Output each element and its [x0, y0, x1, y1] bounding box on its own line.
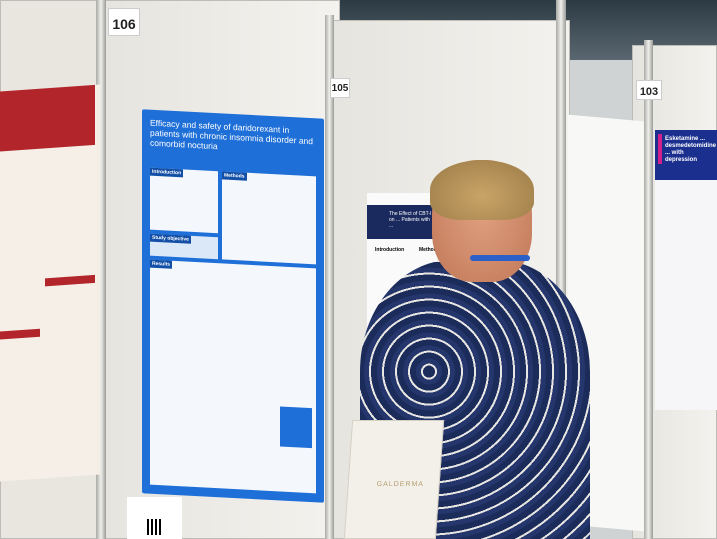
booth-pole — [325, 15, 334, 539]
section-heading: Study objective — [150, 233, 191, 244]
booth-pole — [556, 0, 566, 539]
poster-section-results: Results — [150, 259, 316, 494]
qr-code-card — [127, 497, 182, 539]
person-hair — [430, 160, 534, 220]
booth-number-text: 103 — [639, 86, 659, 98]
poster-left-section — [0, 328, 40, 340]
second-poster-title: The Effect of CBT-I on ... Patients with… — [367, 205, 437, 239]
booth-pole — [96, 0, 106, 539]
booth-pole — [644, 40, 653, 539]
main-poster: Efficacy and safety of daridorexant in p… — [142, 109, 324, 503]
section-heading: Introduction — [375, 247, 405, 253]
section-heading: Results — [150, 259, 173, 269]
poster-103: Esketamine ... desmedetomidine ... with … — [655, 130, 717, 410]
qr-code-icon — [147, 519, 163, 535]
poster-section-methods: Methods — [222, 171, 316, 265]
poster-accent-bar — [658, 134, 662, 164]
poster-left-header — [0, 84, 95, 152]
poster-103-title: Esketamine ... desmedetomidine ... with … — [655, 130, 717, 180]
section-heading: Methods — [222, 171, 247, 181]
poster-left — [0, 84, 100, 482]
main-poster-title: Efficacy and safety of daridorexant in p… — [150, 117, 314, 152]
section-heading: Methods — [419, 247, 440, 253]
section-heading: Introduction — [150, 167, 184, 178]
booth-number-103: 103 — [636, 80, 662, 100]
bag-logo: GALDERMA — [376, 481, 425, 488]
booth-number-text: 105 — [331, 83, 349, 94]
booth-number-106: 106 — [108, 8, 140, 36]
poster-left-section — [45, 274, 95, 287]
conclusion-box — [280, 406, 312, 449]
lanyard — [470, 255, 530, 261]
booth-number-text: 106 — [112, 16, 136, 32]
tote-bag: GALDERMA — [343, 420, 445, 539]
poster-section-objective: Study objective — [150, 233, 218, 260]
poster-section-introduction: Introduction — [150, 167, 218, 234]
booth-number-105: 105 — [330, 78, 350, 98]
